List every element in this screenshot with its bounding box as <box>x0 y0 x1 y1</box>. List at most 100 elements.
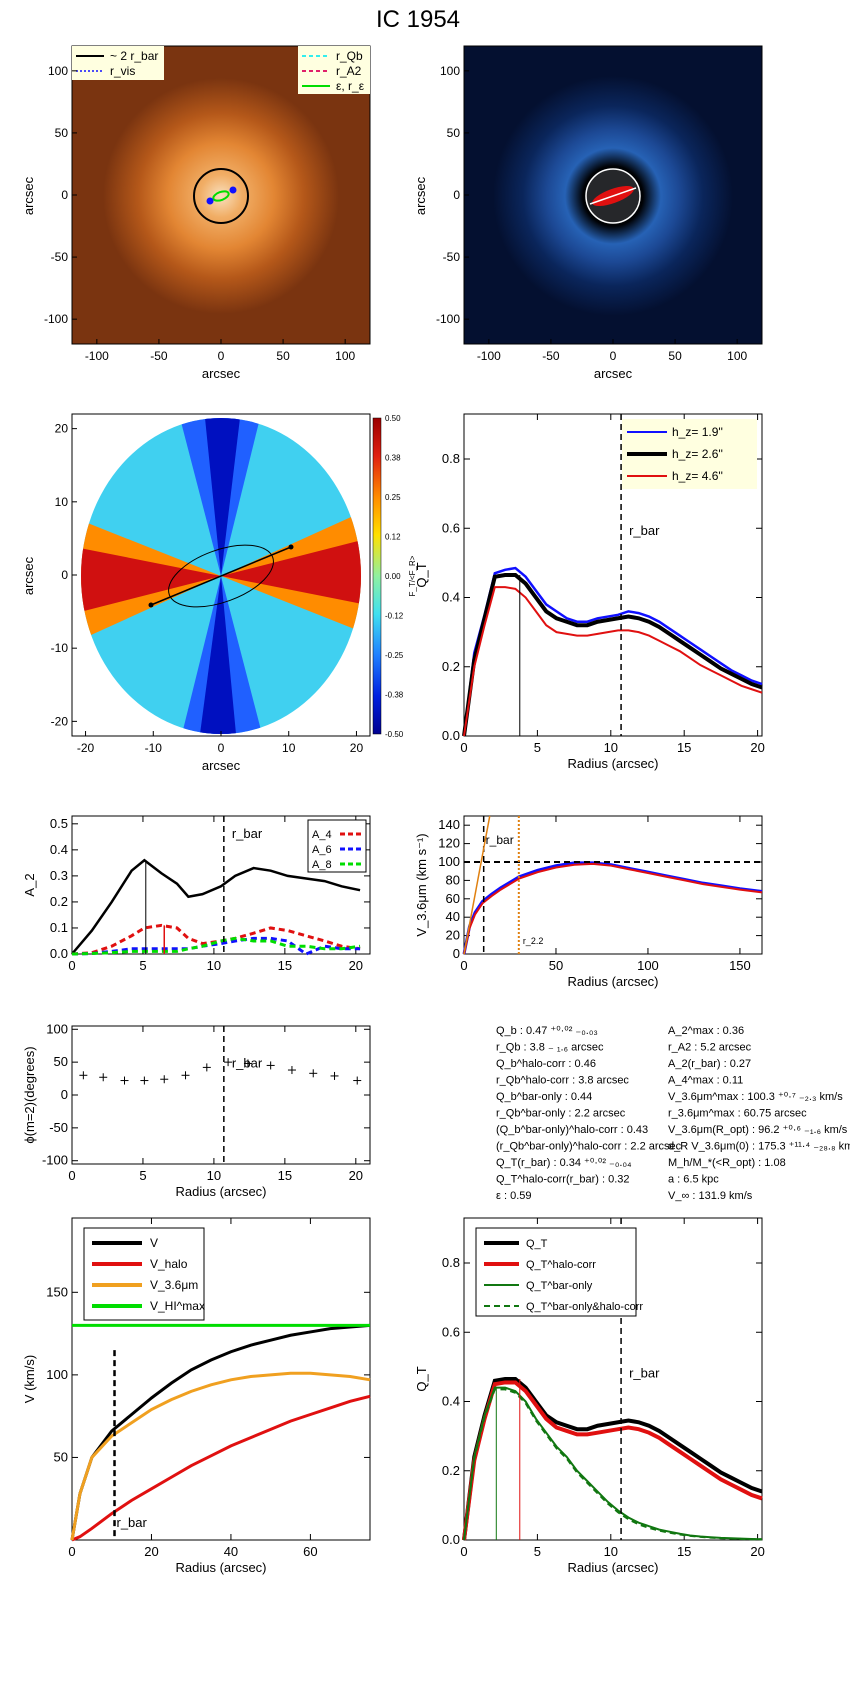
x-tick-label: 10 <box>604 740 618 755</box>
x-tick-label: 20 <box>349 958 363 973</box>
y-tick-label: 100 <box>48 64 68 78</box>
parameter-left-line: (r_Qb^bar-only)^halo-corr : 2.2 arcsec <box>496 1141 682 1153</box>
r-bar-label: r_bar <box>629 1365 660 1380</box>
y-tick-label: 0 <box>453 188 460 202</box>
colorbar-tick-label: 0.00 <box>385 572 401 581</box>
x-tick-label: 15 <box>677 1544 691 1559</box>
x-tick-label: 20 <box>350 741 364 755</box>
x-axis-label: Radius (arcsec) <box>567 974 658 989</box>
y-tick-label: 0.1 <box>50 920 68 935</box>
parameter-right-line: V_3.6μm(R_opt) : 96.2 ⁺⁰·⁶ ₋₁.₆ km/s <box>668 1124 848 1136</box>
y-tick-label: -50 <box>49 1120 68 1135</box>
legend-text-qb: r_Qb <box>336 49 363 63</box>
y-tick-label: 100 <box>438 854 460 869</box>
force-map-bar-end-left <box>148 602 154 608</box>
x-tick-label: 5 <box>534 740 541 755</box>
y-tick-label: 0 <box>61 1087 68 1102</box>
y-tick-label: -10 <box>51 641 69 655</box>
y-axis-label: A_2 <box>22 873 37 896</box>
residual-xlabel: arcsec <box>594 366 633 381</box>
legend-label: A_8 <box>312 859 332 871</box>
qt-profile-chart: 0 5 10 15 20 0.0 0.2 0.4 0.6 0.8 Radius (arcsec) Q_… <box>414 413 765 771</box>
x-tick-label: 100 <box>637 958 659 973</box>
legend-label: A_4 <box>312 829 332 841</box>
x-tick-label: 0 <box>460 958 467 973</box>
y-tick-label: 10 <box>55 495 69 509</box>
residual-ylabel: arcsec <box>413 176 428 215</box>
colorbar-tick-label: 0.38 <box>385 454 401 463</box>
x-tick-label: -50 <box>150 349 168 363</box>
x-tick-label: 15 <box>278 958 292 973</box>
x-tick-label: 15 <box>677 740 691 755</box>
parameter-right-line: A_2(r_bar) : 0.27 <box>668 1058 751 1070</box>
y-tick-label: -50 <box>51 250 69 264</box>
x-tick-label: 100 <box>727 349 747 363</box>
inner-slope-line <box>463 815 491 955</box>
plot-frame <box>463 1217 763 1541</box>
legend-label: h_z= 4.6'' <box>672 469 723 483</box>
y-tick-label: 0.0 <box>50 946 68 961</box>
colorbar-tick-label: -0.50 <box>385 730 404 739</box>
x-tick-label: 0 <box>460 1544 467 1559</box>
galaxy-disk <box>103 78 339 314</box>
y-axis-label: ϕ(m=2)(degrees) <box>22 1046 37 1143</box>
x-tick-label: 0 <box>218 741 225 755</box>
colorbar-tick-label: -0.12 <box>385 612 404 621</box>
y-tick-label: 0.6 <box>442 520 460 535</box>
parameter-right-line: V_3.6μm^max : 100.3 ⁺⁰·⁷ ₋₂.₃ km/s <box>668 1091 843 1103</box>
r-22-label: r_2.2 <box>523 936 544 946</box>
y-tick-label: 0.2 <box>442 1463 460 1478</box>
r-bar-label: r_bar <box>232 1055 263 1070</box>
y-tick-label: 50 <box>55 126 69 140</box>
colorbar-tick-label: -0.38 <box>385 691 404 700</box>
y-tick-label: 0.4 <box>50 842 68 857</box>
residual-image-panel: -100 -50 0 50 100 100 50 0 -50 -100 arcsec arcsec <box>413 45 763 381</box>
fourier-amplitudes-chart: 0 5 10 15 20 0.0 0.1 0.2 0.3 0.4 0.5 A_2 r_bar A_4 A_6… <box>22 815 371 973</box>
parameter-right-line: A_4^max : 0.11 <box>668 1075 743 1087</box>
x-tick-label: -100 <box>85 349 109 363</box>
x-tick-label: 50 <box>668 349 682 363</box>
x-tick-label: 20 <box>349 1168 363 1183</box>
plot-frame <box>463 815 763 955</box>
force-ratio-map: 0.50 0.38 0.25 0.12 0.00 -0.12 -0.25 -0.38 -0.50… <box>21 413 417 773</box>
series-line-1 <box>462 1380 763 1541</box>
series-line-1 <box>71 1394 371 1542</box>
r-bar-label: r_bar <box>117 1515 148 1530</box>
y-tick-label: 0.4 <box>442 1394 460 1409</box>
image-ticks: -100 -50 0 50 100 100 50 0 -50 -100 <box>44 64 356 363</box>
series-line-2 <box>463 1386 763 1541</box>
series-line-0 <box>462 861 763 955</box>
y-tick-label: 50 <box>54 1449 68 1464</box>
parameter-left-line: (Q_b^bar-only)^halo-corr : 0.43 <box>496 1124 648 1136</box>
legend-text-eps: ε, r_ε <box>336 79 365 93</box>
y-tick-label: 0.2 <box>442 659 460 674</box>
parameter-right-line: r_3.6μm^max : 60.75 arcsec <box>668 1108 807 1120</box>
colorbar <box>372 417 382 735</box>
qt-corrected-chart: 0 5 10 15 20 0.0 0.2 0.4 0.6 0.8 Radius (arcsec) Q_… <box>414 1217 765 1575</box>
x-tick-label: 150 <box>729 958 751 973</box>
parameter-right-line: d_R V_3.6μm(0) : 175.3 ⁺¹¹·⁴ ₋₂₈.₈ km/s/… <box>668 1141 850 1153</box>
y-tick-label: 120 <box>438 836 460 851</box>
force-map-ellipse <box>168 544 274 608</box>
parameter-right-line: M_h/M_*(<R_opt) : 1.08 <box>668 1157 786 1169</box>
y-tick-label: 50 <box>447 126 461 140</box>
series-line-3 <box>71 936 361 956</box>
x-tick-label: 5 <box>139 1168 146 1183</box>
legend-text-a2: r_A2 <box>336 64 362 78</box>
x-tick-label: 10 <box>207 958 221 973</box>
parameter-right-line: V_∞ : 131.9 km/s <box>668 1190 753 1202</box>
x-tick-label: 20 <box>144 1544 158 1559</box>
parameter-right-line: A_2^max : 0.36 <box>668 1025 744 1037</box>
x-tick-label: 5 <box>139 958 146 973</box>
series-line-3 <box>463 1388 762 1541</box>
parameter-left-line: Q_b^halo-corr : 0.46 <box>496 1058 596 1070</box>
colorbar-tick-label: 0.50 <box>385 414 401 423</box>
x-tick-label: 0 <box>68 1544 75 1559</box>
colorbar-ticks: 0.50 0.38 0.25 0.12 0.00 -0.12 -0.25 -0.38 -0.50 <box>385 414 404 739</box>
r-bar-label: r_bar <box>486 833 514 847</box>
x-tick-label: 40 <box>224 1544 238 1559</box>
residual-bar-axis <box>589 187 637 205</box>
x-tick-label: 0 <box>68 1168 75 1183</box>
